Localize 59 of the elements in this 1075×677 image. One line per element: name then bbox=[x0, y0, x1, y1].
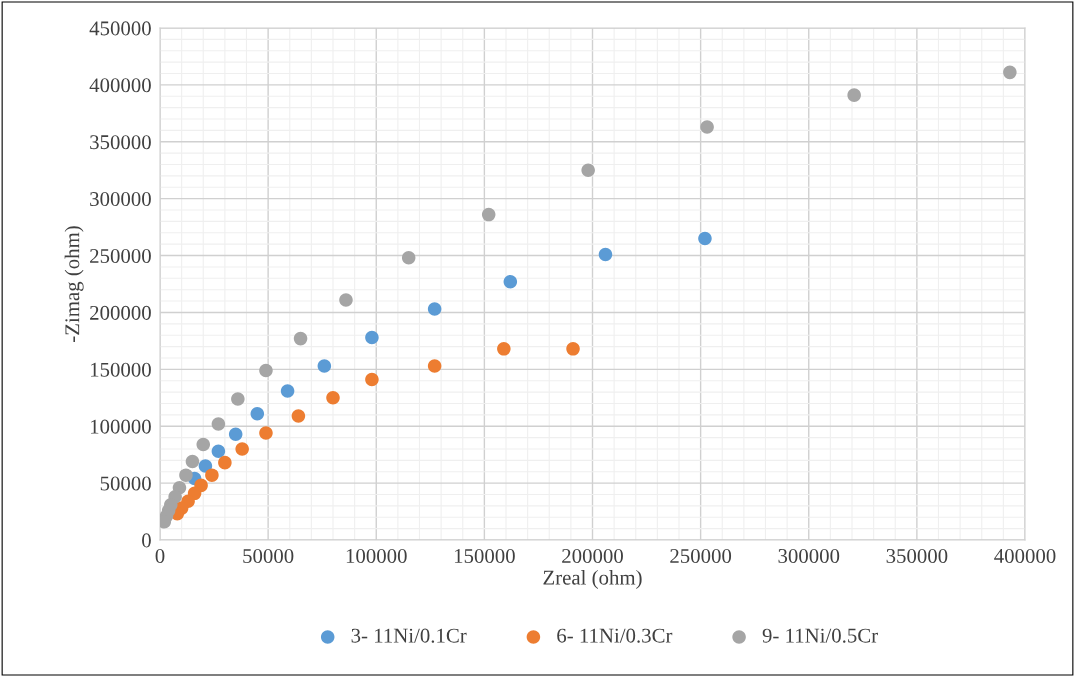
y-tick-label: 200000 bbox=[90, 305, 151, 320]
x-tick-label: 0 bbox=[155, 548, 165, 563]
y-tick-label: 100000 bbox=[91, 419, 151, 434]
point bbox=[581, 163, 595, 177]
point bbox=[1003, 65, 1017, 80]
x-tick-label: 350000 bbox=[886, 548, 948, 563]
y-axis-title: -Zimag (ohm) bbox=[64, 226, 84, 342]
point bbox=[205, 468, 219, 482]
point bbox=[198, 459, 213, 473]
point bbox=[179, 468, 193, 482]
x-tick-label: 300000 bbox=[778, 548, 840, 563]
point bbox=[291, 409, 306, 423]
point bbox=[401, 251, 416, 265]
y-tick-label: 150000 bbox=[91, 362, 151, 377]
point bbox=[598, 247, 613, 262]
point bbox=[427, 359, 442, 373]
point bbox=[503, 274, 518, 289]
x-tick-label: 250000 bbox=[670, 548, 732, 563]
x-tick-label: 100000 bbox=[346, 548, 407, 563]
y-tick-label: 50000 bbox=[100, 476, 151, 491]
point bbox=[700, 120, 714, 134]
x-tick-label: 400000 bbox=[994, 548, 1056, 563]
point bbox=[497, 342, 511, 356]
point bbox=[365, 330, 379, 345]
point bbox=[698, 231, 712, 246]
point bbox=[280, 384, 295, 398]
legend-label: 6- 11Ni/0.3Cr bbox=[557, 628, 673, 643]
x-axis-title: Zreal (ohm) bbox=[543, 570, 642, 589]
point bbox=[566, 342, 580, 356]
legend-label: 9- 11Ni/0.5Cr bbox=[762, 628, 878, 643]
x-tick-label: 150000 bbox=[454, 548, 515, 563]
point bbox=[847, 88, 861, 102]
point bbox=[185, 454, 200, 469]
point bbox=[211, 417, 226, 431]
legend-label: 3- 11Ni/0.1Cr bbox=[351, 628, 467, 643]
x-tick-label: 200000 bbox=[562, 548, 623, 563]
point bbox=[293, 331, 308, 346]
point bbox=[228, 427, 243, 441]
point bbox=[211, 444, 226, 459]
y-tick-label: 400000 bbox=[89, 78, 151, 93]
point bbox=[481, 207, 496, 222]
y-tick-label: 250000 bbox=[90, 248, 151, 263]
point bbox=[365, 372, 379, 387]
x-tick-label: 50000 bbox=[243, 548, 294, 563]
point bbox=[339, 293, 353, 307]
point bbox=[326, 391, 340, 405]
point bbox=[231, 392, 245, 406]
y-tick-label: 350000 bbox=[90, 135, 151, 150]
point bbox=[259, 426, 273, 440]
point bbox=[218, 455, 232, 470]
y-tick-label: 0 bbox=[142, 533, 151, 548]
point bbox=[196, 437, 211, 452]
point bbox=[250, 406, 265, 421]
y-tick-label: 300000 bbox=[90, 192, 151, 207]
point bbox=[427, 302, 442, 316]
point bbox=[235, 442, 249, 456]
point bbox=[259, 363, 273, 378]
point bbox=[317, 359, 332, 373]
y-tick-label: 450000 bbox=[89, 21, 151, 36]
